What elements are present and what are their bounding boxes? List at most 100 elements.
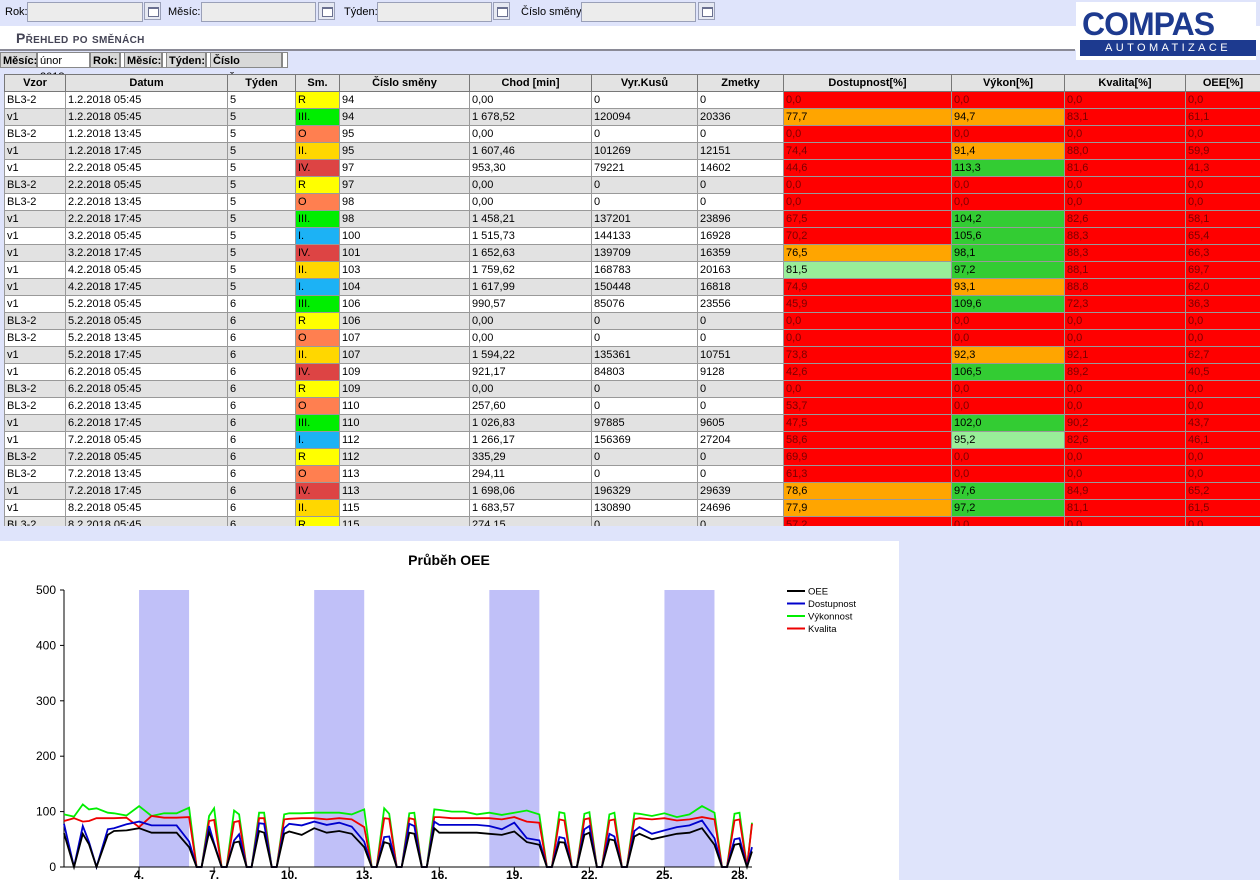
column-header-dostupnost[interactable]: Dostupnost[%]	[783, 74, 952, 92]
shift-table-container[interactable]: Vzor Datum Týden Sm. Číslo směny Chod [min] Vy…	[4, 74, 1260, 526]
table-row[interactable]: BL3-2 5.2.2018 13:45 6 O 107 0,00 0 0 0,0 0,0 0,0 0…	[4, 329, 1260, 347]
table-row[interactable]: BL3-2 6.2.2018 13:45 6 O 110 257,60 0 0 53,7 0,0 0…	[4, 397, 1260, 415]
column-header-kvalita[interactable]: Kvalita[%]	[1064, 74, 1186, 92]
table-row[interactable]: v1 5.2.2018 05:45 6 III. 106 990,57 85076 23556…	[4, 295, 1260, 313]
table-row[interactable]: BL3-2 2.2.2018 13:45 5 O 98 0,00 0 0 0,0 0,0 0,0 0,…	[4, 193, 1260, 211]
table-row[interactable]: v1 1.2.2018 17:45 5 II. 95 1 607,46 101269 1215…	[4, 142, 1260, 160]
shift-table: Vzor Datum Týden Sm. Číslo směny Chod [min] Vy…	[4, 74, 1260, 526]
cell-datum: 1.2.2018 17:45	[65, 142, 228, 160]
table-row[interactable]: BL3-2 5.2.2018 05:45 6 R 106 0,00 0 0 0,0 0,0 0,0 0…	[4, 312, 1260, 330]
cell-vykon: 93,1	[951, 278, 1065, 296]
cell-dostupnost: 67,5	[783, 210, 952, 228]
table-row[interactable]: BL3-2 7.2.2018 05:45 6 R 112 335,29 0 0 69,9 0,0 0…	[4, 448, 1260, 466]
cell-oee: 0,0	[1185, 465, 1260, 483]
cell-datum: 5.2.2018 13:45	[65, 329, 228, 347]
cell-cislo-smeny: 98	[339, 193, 470, 211]
column-header-vykon[interactable]: Výkon[%]	[951, 74, 1065, 92]
cell-vzor: v1	[4, 278, 66, 296]
column-header-chod[interactable]: Chod [min]	[469, 74, 592, 92]
cell-smena: O	[295, 329, 340, 347]
cell-oee: 0,0	[1185, 176, 1260, 194]
cell-smena: R	[295, 176, 340, 194]
cell-zmetky: 0	[697, 91, 784, 109]
cell-vykon: 0,0	[951, 91, 1065, 109]
table-row[interactable]: v1 7.2.2018 05:45 6 I. 112 1 266,17 156369 2720…	[4, 431, 1260, 449]
cell-smena: R	[295, 312, 340, 330]
table-row[interactable]: v1 2.2.2018 05:45 5 IV. 97 953,30 79221 14602 44…	[4, 159, 1260, 177]
rok-calendar-icon[interactable]	[144, 2, 161, 20]
cell-zmetky: 20336	[697, 108, 784, 126]
cell-oee: 66,3	[1185, 244, 1260, 262]
cell-vykon: 106,5	[951, 363, 1065, 381]
cell-datum: 2.2.2018 05:45	[65, 176, 228, 194]
cell-kvalita: 0,0	[1064, 312, 1186, 330]
table-row[interactable]: v1 6.2.2018 05:45 6 IV. 109 921,17 84803 9128 42…	[4, 363, 1260, 381]
mesic-calendar-icon[interactable]	[318, 2, 335, 20]
cell-vykon: 0,0	[951, 176, 1065, 194]
column-header-oee[interactable]: OEE[%]	[1185, 74, 1260, 92]
table-row[interactable]: v1 4.2.2018 05:45 5 II. 103 1 759,62 168783 201…	[4, 261, 1260, 279]
cell-dostupnost: 42,6	[783, 363, 952, 381]
column-header-vyr-kusu[interactable]: Vyr.Kusů	[591, 74, 698, 92]
table-row[interactable]: v1 3.2.2018 17:45 5 IV. 101 1 652,63 139709 163…	[4, 244, 1260, 262]
cell-vykon: 102,0	[951, 414, 1065, 432]
cell-dostupnost: 81,5	[783, 261, 952, 279]
column-header-tyden[interactable]: Týden	[227, 74, 296, 92]
cislo-smeny-calendar-icon[interactable]	[698, 2, 715, 20]
sel-mesic-value: únor 2018	[37, 52, 90, 83]
table-row[interactable]: BL3-2 1.2.2018 05:45 5 R 94 0,00 0 0 0,0 0,0 0,0 0,…	[4, 91, 1260, 109]
cell-vzor: v1	[4, 108, 66, 126]
table-row[interactable]: BL3-2 6.2.2018 05:45 6 R 109 0,00 0 0 0,0 0,0 0,0 0…	[4, 380, 1260, 398]
cell-datum: 4.2.2018 05:45	[65, 261, 228, 279]
cell-dostupnost: 74,9	[783, 278, 952, 296]
cell-tyden: 5	[227, 125, 296, 143]
cell-datum: 6.2.2018 17:45	[65, 414, 228, 432]
cell-oee: 0,0	[1185, 329, 1260, 347]
column-header-vzor[interactable]: Vzor	[4, 74, 66, 92]
cell-vyr-kusu: 97885	[591, 414, 698, 432]
table-row[interactable]: v1 2.2.2018 17:45 5 III. 98 1 458,21 137201 238…	[4, 210, 1260, 228]
cell-vykon: 0,0	[951, 193, 1065, 211]
mesic-input[interactable]	[201, 2, 316, 22]
cell-cislo-smeny: 112	[339, 448, 470, 466]
table-row[interactable]: BL3-2 7.2.2018 13:45 6 O 113 294,11 0 0 61,3 0,0 0…	[4, 465, 1260, 483]
cell-chod: 990,57	[469, 295, 592, 313]
cell-vykon: 113,3	[951, 159, 1065, 177]
column-header-smena[interactable]: Sm.	[295, 74, 340, 92]
cell-oee: 41,3	[1185, 159, 1260, 177]
table-row[interactable]: BL3-2 8.2.2018 05:45 6 R 115 274,15 0 0 57,2 0,0 0…	[4, 516, 1260, 526]
cell-smena: I.	[295, 431, 340, 449]
column-header-cislo-smeny[interactable]: Číslo směny	[339, 74, 470, 92]
cell-vzor: BL3-2	[4, 465, 66, 483]
column-header-datum[interactable]: Datum	[65, 74, 228, 92]
rok-input[interactable]	[27, 2, 143, 22]
cell-smena: O	[295, 193, 340, 211]
table-row[interactable]: v1 1.2.2018 05:45 5 III. 94 1 678,52 120094 203…	[4, 108, 1260, 126]
cell-tyden: 6	[227, 499, 296, 517]
cell-chod: 0,00	[469, 125, 592, 143]
y-tick-label: 100	[36, 805, 56, 819]
cell-smena: III.	[295, 210, 340, 228]
table-row[interactable]: BL3-2 1.2.2018 13:45 5 O 95 0,00 0 0 0,0 0,0 0,0 0,…	[4, 125, 1260, 143]
cell-dostupnost: 0,0	[783, 176, 952, 194]
table-row[interactable]: v1 6.2.2018 17:45 6 III. 110 1 026,83 97885 960…	[4, 414, 1260, 432]
weekend-band	[489, 590, 540, 867]
table-row[interactable]: v1 7.2.2018 17:45 6 IV. 113 1 698,06 196329 296…	[4, 482, 1260, 500]
table-row[interactable]: BL3-2 2.2.2018 05:45 5 R 97 0,00 0 0 0,0 0,0 0,0 0,…	[4, 176, 1260, 194]
cell-tyden: 6	[227, 516, 296, 526]
table-row[interactable]: v1 5.2.2018 17:45 6 II. 107 1 594,22 135361 107…	[4, 346, 1260, 364]
cell-cislo-smeny: 97	[339, 159, 470, 177]
table-row[interactable]: v1 8.2.2018 05:45 6 II. 115 1 683,57 130890 246…	[4, 499, 1260, 517]
cell-kvalita: 72,3	[1064, 295, 1186, 313]
cell-vykon: 0,0	[951, 125, 1065, 143]
cell-vzor: BL3-2	[4, 125, 66, 143]
tyden-calendar-icon[interactable]	[493, 2, 510, 20]
table-row[interactable]: v1 3.2.2018 05:45 5 I. 100 1 515,73 144133 1692…	[4, 227, 1260, 245]
table-row[interactable]: v1 4.2.2018 17:45 5 I. 104 1 617,99 150448 1681…	[4, 278, 1260, 296]
cell-datum: 6.2.2018 13:45	[65, 397, 228, 415]
cell-zmetky: 0	[697, 329, 784, 347]
tyden-input[interactable]	[377, 2, 492, 22]
cislo-smeny-input[interactable]	[581, 2, 696, 22]
column-header-zmetky[interactable]: Zmetky	[697, 74, 784, 92]
cell-chod: 953,30	[469, 159, 592, 177]
